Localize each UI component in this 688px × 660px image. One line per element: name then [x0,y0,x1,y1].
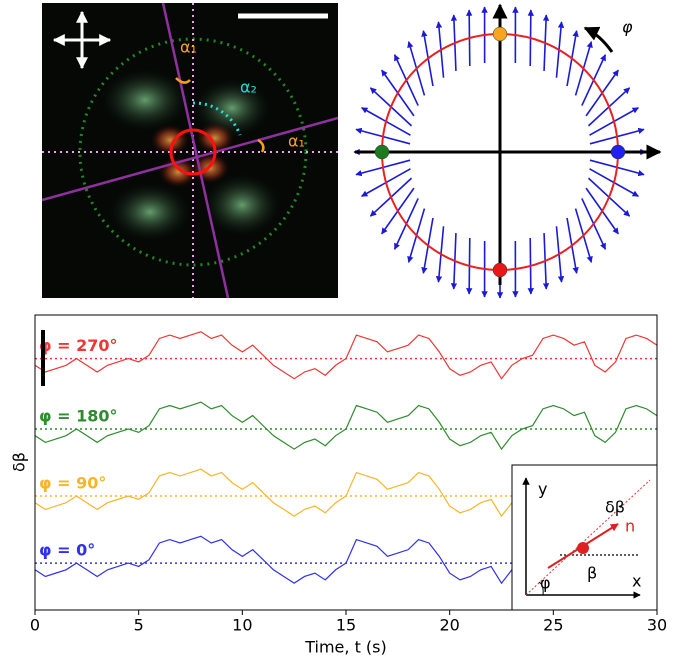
green-lobe [108,182,192,242]
inset-angle [538,581,544,596]
trace [34,401,658,451]
legend-label: φ = 0° [39,541,95,560]
legend-label: φ = 270° [39,336,117,355]
purple-line [161,3,230,298]
orange-lobe [195,122,235,154]
orange-arc [175,77,191,84]
inset-label: δβ [605,498,625,517]
inset-label: β [587,564,597,583]
orientation-dot [374,144,390,160]
orientation-dot [492,262,508,278]
x-axis-label: Time, t (s) [304,638,387,657]
image-background [42,3,338,298]
x-tick-label: 5 [134,616,144,635]
green-lobe [100,68,190,132]
inset-label: φ [540,574,551,593]
trace [34,331,658,380]
phi-label: φ [622,18,633,37]
x-tick-label: 15 [336,616,356,635]
cyan-arc [192,101,242,136]
inset-dot [577,542,589,554]
image-panel: α₁ α₂ α₁ [42,3,338,298]
legend-label: φ = 90° [39,474,106,493]
angle-label: α₁ [288,132,305,151]
y-axis-label: δβ [10,452,29,472]
x-tick-label: 0 [30,616,40,635]
phi-arrow [583,26,614,53]
orange-arc [257,138,265,153]
angle-label: α₂ [240,78,257,97]
legend-label: φ = 180° [39,406,117,425]
purple-line [42,116,338,202]
x-tick-label: 30 [647,616,667,635]
x-tick-label: 10 [232,616,252,635]
inset-label: n [625,517,635,536]
inset-dotted [525,479,651,596]
x-tick-label: 20 [439,616,459,635]
inset-label: x [632,572,641,591]
orientation-dot [492,26,508,42]
orange-lobe [150,124,190,156]
red-circle [169,128,217,176]
angle-label: α₁ [180,38,197,57]
x-tick-label: 25 [543,616,563,635]
green-lobe [202,173,282,237]
inset-label: y [538,480,547,499]
orientation-dot [610,144,626,160]
